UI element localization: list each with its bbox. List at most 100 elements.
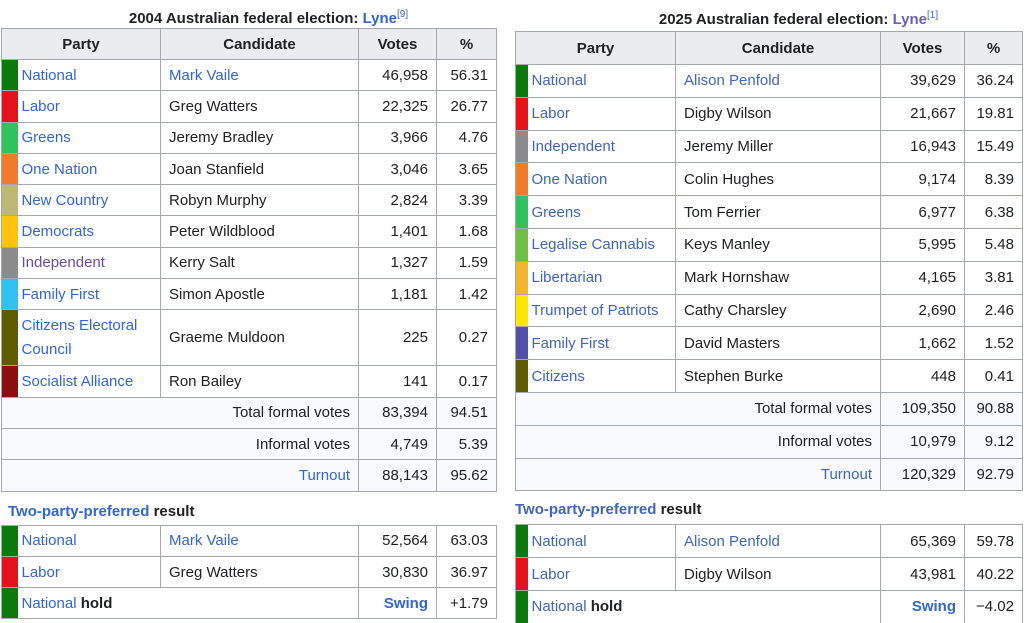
candidate-row: National Mark Vaile 46,958 56.31: [1, 58, 497, 92]
header-percent: %: [964, 31, 1023, 65]
party-color-swatch: [515, 195, 528, 229]
swing-link[interactable]: Swing: [358, 587, 437, 620]
vote-percent: 1.52: [964, 326, 1023, 361]
party-name-link[interactable]: Greens: [17, 121, 161, 154]
tpp-link[interactable]: Two-party-preferred: [8, 502, 150, 520]
vote-percent: 0.27: [436, 309, 497, 367]
turnout-link[interactable]: Turnout: [1, 459, 359, 492]
header-votes: Votes: [358, 28, 437, 60]
vote-count: 2,824: [358, 184, 437, 217]
party-name-link[interactable]: New Country: [17, 184, 161, 217]
party-color-swatch: [1, 152, 18, 186]
party-name-link[interactable]: Labor: [527, 96, 676, 131]
party-name-link[interactable]: National: [17, 58, 161, 92]
results-table: Party Candidate Votes % National Alison P…: [515, 31, 1023, 492]
caption-reference[interactable]: [9]: [397, 9, 409, 20]
candidate-row: Democrats Peter Wildblood 1,401 1.68: [1, 215, 497, 248]
party-color-swatch: [1, 524, 18, 557]
header-party: Party: [1, 28, 161, 60]
party-name-link[interactable]: National: [527, 524, 676, 559]
total-row: Total formal votes 83,394 94.51: [1, 396, 497, 429]
header-candidate: Candidate: [675, 31, 881, 65]
vote-count: 46,958: [358, 58, 437, 92]
vote-count: 30,830: [358, 555, 437, 589]
party-name-link[interactable]: Independent: [527, 129, 676, 164]
caption-link-lyne[interactable]: Lyne: [892, 11, 928, 28]
candidate-name: Colin Hughes: [675, 162, 881, 197]
candidate-row: Citizens Stephen Burke 448 0.41: [515, 359, 1023, 393]
hold-label: hold: [80, 594, 113, 612]
candidate-name-link[interactable]: Mark Vaile: [160, 58, 359, 92]
candidate-row: One Nation Joan Stanfield 3,046 3.65: [1, 152, 497, 186]
total-percent: 90.88: [964, 391, 1023, 426]
candidate-name-link[interactable]: Alison Penfold: [675, 524, 881, 559]
tpp-heading: Two-party-preferred result: [1, 491, 496, 525]
party-name-link[interactable]: National: [527, 64, 676, 98]
party-name-link[interactable]: Citizens: [527, 359, 676, 393]
vote-count: 9,174: [880, 162, 965, 197]
party-color-swatch: [1, 587, 18, 620]
vote-percent: 2.46: [964, 293, 1023, 328]
caption-link-lyne[interactable]: Lyne: [362, 10, 398, 27]
candidate-name: Greg Watters: [160, 90, 359, 123]
party-name-link[interactable]: Citizens Electoral Council: [17, 309, 161, 367]
hold-row: National hold Swing +1.79: [1, 587, 497, 620]
candidate-name: Mark Hornshaw: [675, 260, 881, 295]
party-name-link[interactable]: Independent: [17, 246, 161, 280]
party-name-link[interactable]: Labor: [17, 555, 161, 589]
party-color-swatch: [515, 129, 528, 164]
hold-party-link[interactable]: National: [531, 598, 587, 616]
total-row: Turnout 88,143 95.62: [1, 459, 497, 492]
tpp-link[interactable]: Two-party-preferred: [515, 501, 657, 519]
party-name-link[interactable]: One Nation: [17, 152, 161, 186]
party-name-link[interactable]: Socialist Alliance: [17, 365, 161, 398]
results-panel-2025: 2025 Australian federal election: Lyne[1…: [515, 0, 1023, 623]
party-color-swatch: [1, 184, 18, 217]
candidate-name: Kerry Salt: [160, 246, 359, 280]
vote-count: 1,401: [358, 215, 437, 248]
total-label: Total formal votes: [1, 396, 359, 429]
hold-party-link[interactable]: National: [21, 594, 77, 612]
vote-count: 448: [880, 359, 965, 393]
candidate-name-link[interactable]: Alison Penfold: [675, 64, 881, 98]
party-name-link[interactable]: Greens: [527, 195, 676, 229]
party-name-link[interactable]: Democrats: [17, 215, 161, 248]
vote-percent: 0.41: [964, 359, 1023, 393]
tpp-table: National Mark Vaile 52,564 63.03 Labor Greg W…: [1, 524, 497, 620]
candidate-name-link[interactable]: Mark Vaile: [160, 524, 359, 557]
tpp-row: Labor Digby Wilson 43,981 40.22: [515, 557, 1023, 591]
party-name-link[interactable]: Family First: [527, 326, 676, 361]
party-color-swatch: [1, 121, 18, 154]
party-name-link[interactable]: Trumpet of Patriots: [527, 293, 676, 328]
candidate-name: Ron Bailey: [160, 365, 359, 398]
header-percent: %: [436, 28, 497, 60]
vote-count: 1,662: [880, 326, 965, 361]
vote-percent: 6.38: [964, 195, 1023, 229]
party-name-link[interactable]: National: [17, 524, 161, 557]
swing-link[interactable]: Swing: [880, 589, 965, 623]
party-color-swatch: [515, 326, 528, 361]
party-name-link[interactable]: Labor: [17, 90, 161, 123]
swing-value: −4.02: [964, 589, 1023, 623]
vote-percent: 1.68: [436, 215, 497, 248]
vote-percent: 5.48: [964, 227, 1023, 262]
results-panel-2004: 2004 Australian federal election: Lyne[9…: [1, 0, 497, 620]
party-name-link[interactable]: One Nation: [527, 162, 676, 197]
candidate-name: Robyn Murphy: [160, 184, 359, 217]
party-name-link[interactable]: Family First: [17, 278, 161, 311]
party-color-swatch: [1, 555, 18, 589]
candidate-row: New Country Robyn Murphy 2,824 3.39: [1, 184, 497, 217]
caption-reference[interactable]: [1]: [927, 10, 939, 21]
header-party: Party: [515, 31, 676, 65]
party-name-link[interactable]: Legalise Cannabis: [527, 227, 676, 262]
total-rows: Total formal votes 109,350 90.88 Informal v…: [515, 391, 1023, 492]
vote-count: 5,995: [880, 227, 965, 262]
vote-count: 22,325: [358, 90, 437, 123]
party-color-swatch: [1, 309, 18, 367]
party-name-link[interactable]: Libertarian: [527, 260, 676, 295]
turnout-link[interactable]: Turnout: [515, 457, 881, 492]
header-row: Party Candidate Votes %: [515, 31, 1023, 65]
party-color-swatch: [515, 96, 528, 131]
total-percent: 94.51: [436, 396, 497, 429]
party-name-link[interactable]: Labor: [527, 557, 676, 591]
